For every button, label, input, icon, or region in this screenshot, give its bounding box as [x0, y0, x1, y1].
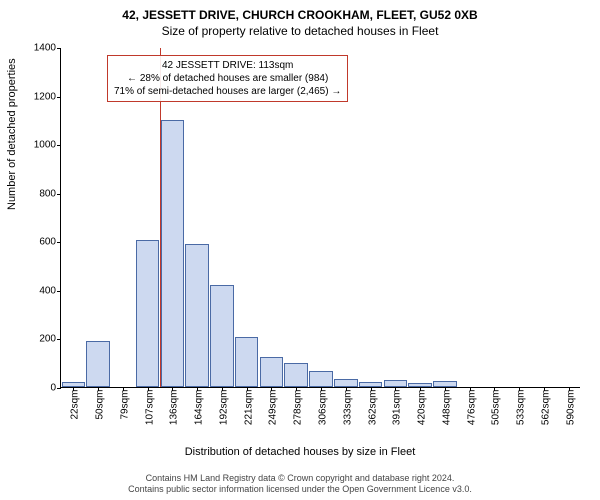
- x-tick-label: 107sqm: [144, 390, 155, 440]
- plot-area: 020040060080010001200140022sqm50sqm79sqm…: [60, 48, 580, 388]
- x-tick-label: 306sqm: [318, 390, 329, 440]
- histogram-bar: [309, 371, 333, 387]
- y-axis-label: Number of detached properties: [6, 58, 18, 210]
- x-tick-label: 420sqm: [417, 390, 428, 440]
- y-tick-label: 600: [21, 237, 56, 248]
- y-tick-label: 200: [21, 334, 56, 345]
- x-axis-label: Distribution of detached houses by size …: [0, 446, 600, 458]
- y-tick-label: 1200: [21, 91, 56, 102]
- histogram-bar: [161, 120, 185, 387]
- chart-container: 42, JESSETT DRIVE, CHURCH CROOKHAM, FLEE…: [0, 0, 600, 500]
- x-tick-label: 278sqm: [293, 390, 304, 440]
- x-tick-label: 362sqm: [367, 390, 378, 440]
- x-tick-label: 590sqm: [565, 390, 576, 440]
- x-tick-label: 505sqm: [491, 390, 502, 440]
- footer-line-2: Contains public sector information licen…: [0, 484, 600, 496]
- info-box-line: 42 JESSETT DRIVE: 113sqm: [114, 59, 341, 72]
- x-tick-label: 192sqm: [218, 390, 229, 440]
- x-tick-label: 50sqm: [95, 390, 106, 440]
- x-tick-label: 391sqm: [392, 390, 403, 440]
- histogram-bar: [260, 357, 284, 387]
- x-tick-label: 249sqm: [268, 390, 279, 440]
- histogram-bar: [284, 363, 308, 387]
- histogram-bar: [136, 240, 160, 387]
- chart-area: 020040060080010001200140022sqm50sqm79sqm…: [60, 48, 580, 388]
- y-tick-label: 1000: [21, 140, 56, 151]
- info-box-line: 71% of semi-detached houses are larger (…: [114, 85, 341, 98]
- y-tick-label: 400: [21, 285, 56, 296]
- footer-line-1: Contains HM Land Registry data © Crown c…: [0, 473, 600, 485]
- x-tick-label: 136sqm: [169, 390, 180, 440]
- x-tick-label: 79sqm: [119, 390, 130, 440]
- x-tick-label: 221sqm: [243, 390, 254, 440]
- y-tick-label: 0: [21, 383, 56, 394]
- histogram-bar: [185, 244, 209, 387]
- x-tick-label: 476sqm: [466, 390, 477, 440]
- histogram-bar: [235, 337, 259, 387]
- histogram-bar: [210, 285, 234, 387]
- x-tick-label: 333sqm: [342, 390, 353, 440]
- x-tick-label: 562sqm: [540, 390, 551, 440]
- chart-footer: Contains HM Land Registry data © Crown c…: [0, 473, 600, 496]
- x-tick-label: 533sqm: [516, 390, 527, 440]
- info-box: 42 JESSETT DRIVE: 113sqm← 28% of detache…: [107, 55, 348, 102]
- x-tick-label: 22sqm: [70, 390, 81, 440]
- info-box-line: ← 28% of detached houses are smaller (98…: [114, 72, 341, 85]
- histogram-bar: [334, 379, 358, 388]
- x-tick-label: 164sqm: [194, 390, 205, 440]
- y-tick-label: 1400: [21, 43, 56, 54]
- histogram-bar: [86, 341, 110, 387]
- x-tick-label: 448sqm: [441, 390, 452, 440]
- chart-title-sub: Size of property relative to detached ho…: [0, 22, 600, 42]
- y-tick-label: 800: [21, 188, 56, 199]
- chart-title-main: 42, JESSETT DRIVE, CHURCH CROOKHAM, FLEE…: [0, 0, 600, 22]
- histogram-bar: [384, 380, 408, 387]
